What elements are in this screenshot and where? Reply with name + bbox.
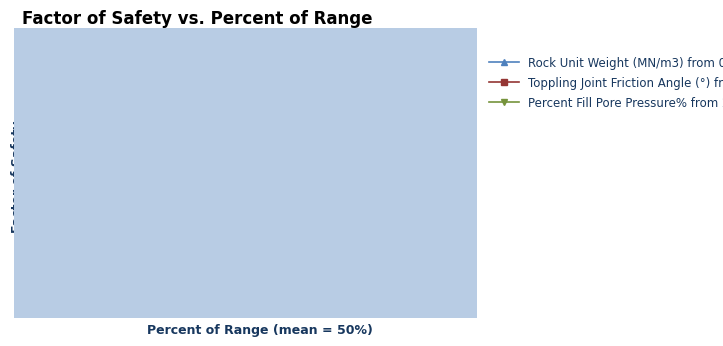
Y-axis label: Factor of Safety: Factor of Safety (12, 120, 25, 233)
Legend: Rock Unit Weight (MN/m3) from 0.0243 to 0.0297, Toppling Joint Friction Angle (°: Rock Unit Weight (MN/m3) from 0.0243 to … (484, 52, 723, 115)
X-axis label: Percent of Range (mean = 50%): Percent of Range (mean = 50%) (147, 324, 373, 337)
Text: Factor of Safety vs. Percent of Range: Factor of Safety vs. Percent of Range (22, 10, 372, 28)
